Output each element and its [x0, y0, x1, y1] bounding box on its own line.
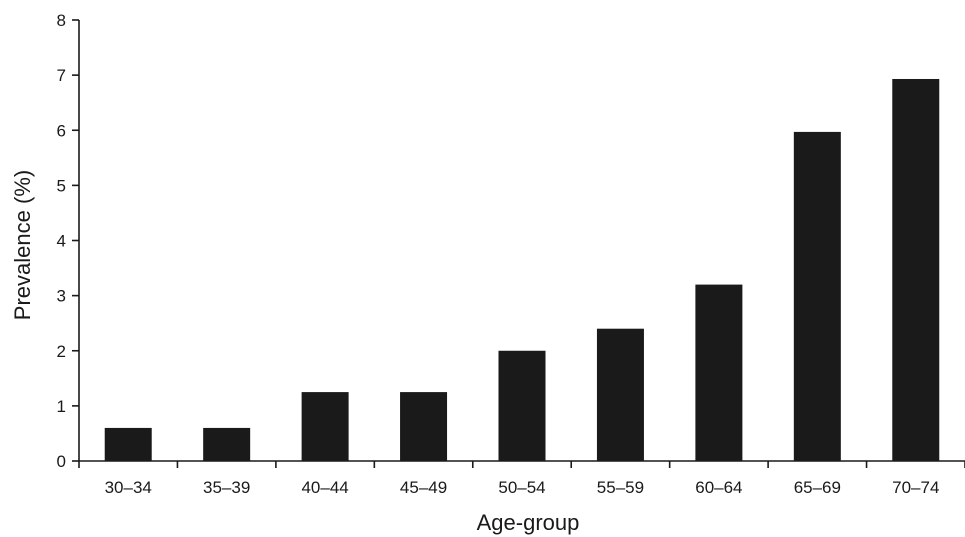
- x-tick-label: 55–59: [597, 478, 644, 497]
- bars: [104, 78, 940, 461]
- bar-70–74: [892, 78, 940, 461]
- y-tick-label: 0: [57, 452, 66, 471]
- bar-45–49: [400, 392, 448, 461]
- bar-55–59: [596, 328, 644, 461]
- y-tick-label: 7: [57, 66, 66, 85]
- bar-65–69: [793, 131, 841, 461]
- y-tick-label: 4: [57, 232, 66, 251]
- x-tick-label: 30–34: [105, 478, 152, 497]
- y-axis-title: Prevalence (%): [10, 170, 35, 320]
- bar-35–39: [203, 427, 251, 461]
- y-tick-label: 6: [57, 121, 66, 140]
- x-tick-label: 60–64: [695, 478, 742, 497]
- y-tick-label: 1: [57, 397, 66, 416]
- x-tick-label: 35–39: [203, 478, 250, 497]
- bar-40–44: [301, 392, 349, 461]
- x-tick-label: 70–74: [892, 478, 939, 497]
- bar-30–34: [104, 427, 152, 461]
- bar-60–64: [695, 284, 743, 461]
- y-tick-label: 8: [57, 11, 66, 30]
- tick-labels: 0 1 2 3 4 5 6 7 8 30–34 35–39 40–44 45–49 50–54 55–59 6…: [57, 11, 940, 497]
- y-tick-label: 2: [57, 342, 66, 361]
- y-tick-label: 5: [57, 176, 66, 195]
- y-tick-label: 3: [57, 287, 66, 306]
- bar-50–54: [498, 350, 546, 461]
- x-tick-label: 50–54: [498, 478, 545, 497]
- x-axis-title: Age-group: [477, 510, 580, 535]
- x-tick-label: 40–44: [301, 478, 348, 497]
- x-tick-label: 45–49: [400, 478, 447, 497]
- x-tick-label: 65–69: [794, 478, 841, 497]
